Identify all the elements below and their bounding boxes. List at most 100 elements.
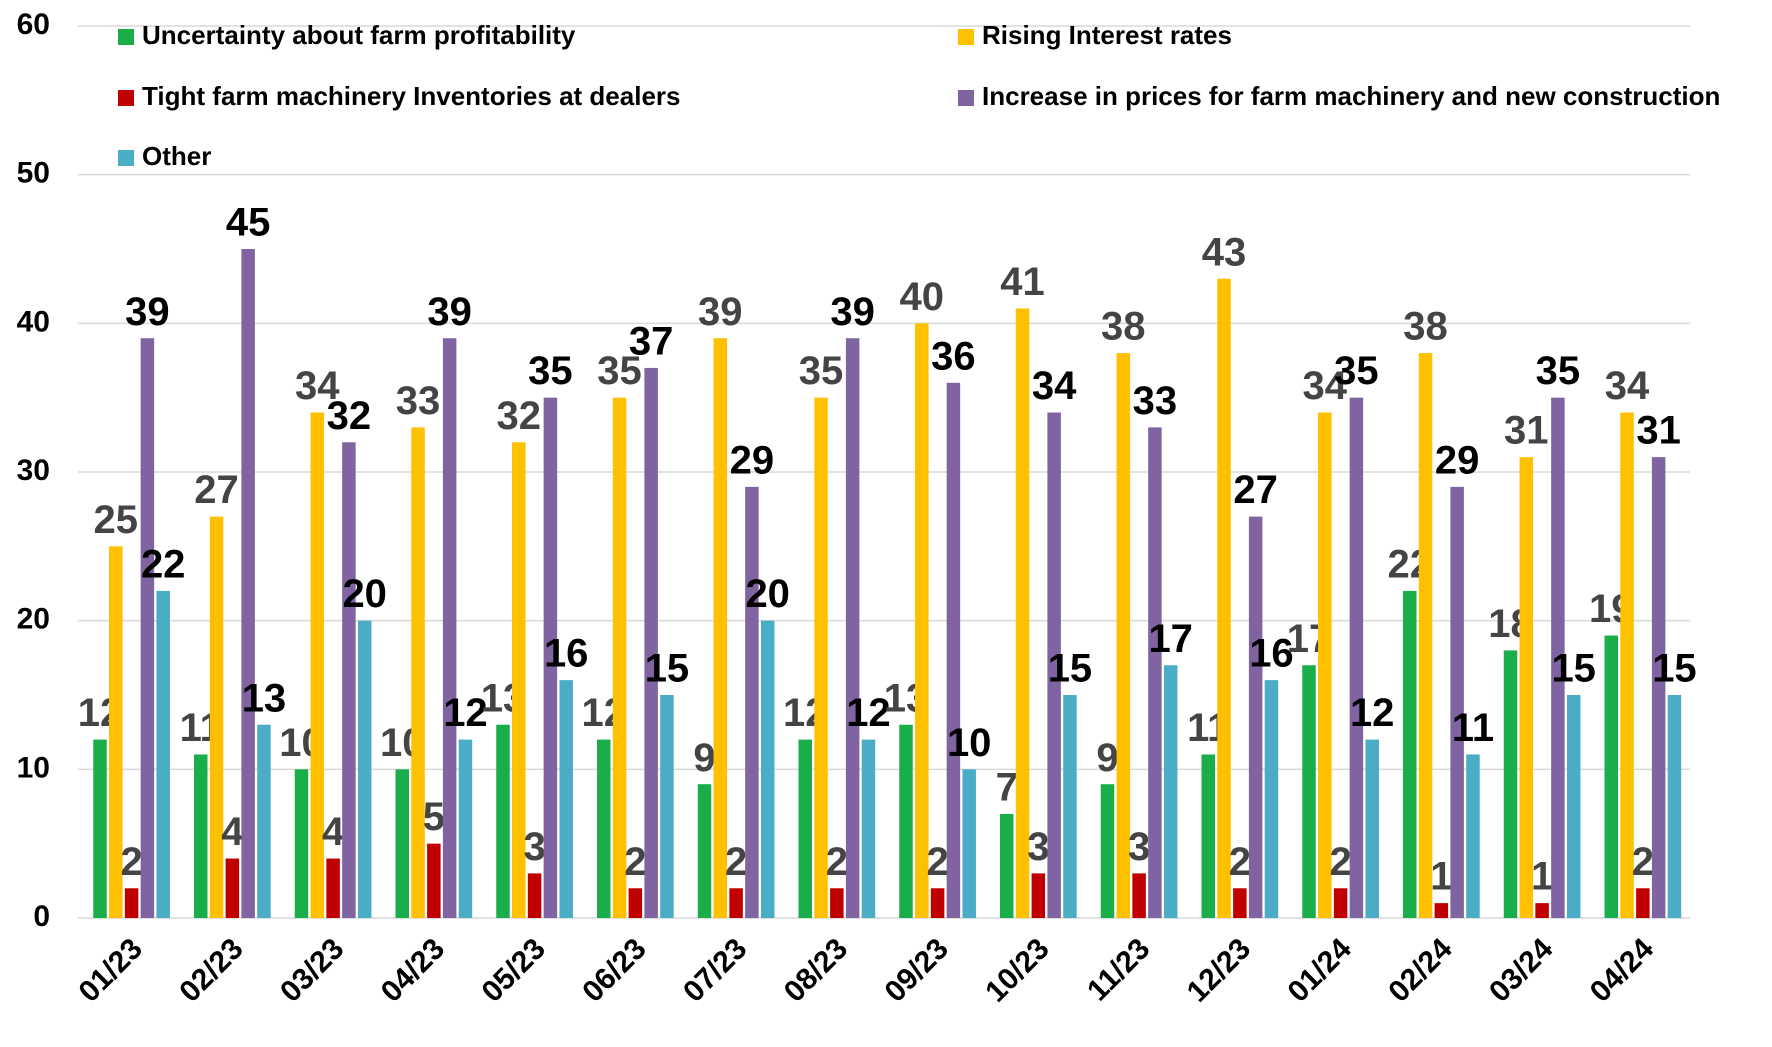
bar [257, 725, 271, 918]
value-label: 41 [1000, 260, 1045, 304]
x-tick-label: 08/23 [778, 932, 854, 1008]
bar [396, 769, 410, 918]
bar [830, 888, 844, 918]
bar [644, 368, 658, 918]
value-label: 36 [931, 334, 976, 378]
value-label: 22 [141, 542, 186, 586]
bar [358, 621, 372, 918]
legend-label: Uncertainty about farm profitability [142, 20, 576, 50]
bar [1101, 784, 1115, 918]
value-label: 7 [996, 765, 1018, 809]
value-label: 20 [342, 572, 387, 616]
bar [427, 844, 441, 918]
bar [342, 442, 356, 918]
y-tick-label: 40 [17, 305, 50, 338]
value-label: 29 [1435, 438, 1480, 482]
bar [1668, 695, 1682, 918]
bar [210, 517, 224, 918]
value-label: 3 [523, 825, 545, 869]
bar [698, 784, 712, 918]
value-label: 29 [730, 438, 775, 482]
value-label: 45 [226, 201, 271, 245]
x-tick-label: 03/24 [1483, 932, 1560, 1009]
bar [1365, 740, 1379, 918]
value-label: 5 [423, 795, 445, 839]
bar [459, 740, 473, 918]
x-tick-label: 02/24 [1382, 932, 1459, 1009]
x-tick-label: 02/23 [173, 932, 249, 1008]
bar [125, 888, 139, 918]
bar [93, 740, 107, 918]
value-label: 9 [1096, 736, 1118, 780]
value-label: 38 [1403, 305, 1448, 349]
bar [1350, 398, 1364, 918]
value-label: 2 [725, 840, 747, 884]
value-label: 39 [830, 290, 875, 334]
value-label: 37 [629, 319, 674, 363]
value-label: 39 [125, 290, 170, 334]
bar [915, 323, 929, 918]
bar [962, 769, 976, 918]
y-tick-label: 10 [17, 751, 50, 784]
value-label: 1 [1430, 855, 1452, 899]
y-tick-label: 0 [33, 900, 50, 933]
value-label: 13 [242, 676, 287, 720]
value-label: 20 [745, 572, 790, 616]
legend-label: Other [142, 141, 211, 171]
value-label: 35 [1334, 349, 1379, 393]
legend-swatch [118, 90, 134, 106]
bar [1435, 903, 1449, 918]
value-label: 27 [194, 468, 239, 512]
bar [629, 888, 643, 918]
value-label: 25 [94, 498, 139, 542]
x-tick-label: 05/23 [476, 932, 552, 1008]
bar [443, 338, 457, 918]
bar [761, 621, 775, 918]
legend-label: Tight farm machinery Inventories at deal… [142, 81, 680, 111]
value-label: 2 [826, 840, 848, 884]
value-label: 2 [1229, 840, 1251, 884]
legend-swatch [958, 90, 974, 106]
y-tick-label: 60 [17, 8, 50, 41]
bar [1217, 279, 1231, 918]
value-label: 4 [322, 810, 345, 854]
value-label: 35 [799, 349, 844, 393]
bar [1605, 636, 1619, 918]
bar [1148, 427, 1162, 918]
bar [295, 769, 309, 918]
value-label: 15 [1652, 647, 1697, 691]
value-label: 15 [1551, 647, 1596, 691]
value-label: 16 [544, 632, 589, 676]
bar [241, 249, 255, 918]
legend-swatch [118, 150, 134, 166]
legend-label: Increase in prices for farm machinery an… [982, 81, 1720, 111]
bar [1132, 873, 1146, 918]
bar [1567, 695, 1581, 918]
value-label: 31 [1504, 409, 1549, 453]
value-label: 35 [1536, 349, 1581, 393]
bar [1063, 695, 1077, 918]
bar [862, 740, 876, 918]
x-tick-label: 04/24 [1584, 932, 1661, 1009]
bar [226, 859, 240, 918]
bar [1233, 888, 1247, 918]
bar [1419, 353, 1433, 918]
value-label: 38 [1101, 305, 1146, 349]
bar [714, 338, 728, 918]
value-label: 32 [327, 394, 372, 438]
bar [1164, 665, 1178, 918]
x-tick-label: 11/23 [1081, 932, 1156, 1007]
bar [1504, 650, 1518, 918]
legend-label: Rising Interest rates [982, 20, 1232, 50]
x-tick-label: 07/23 [677, 932, 753, 1008]
bar [411, 427, 425, 918]
value-label: 3 [1027, 825, 1049, 869]
bar [899, 725, 913, 918]
value-label: 39 [698, 290, 743, 334]
value-label: 39 [427, 290, 472, 334]
value-label: 17 [1148, 617, 1193, 661]
value-label: 33 [1133, 379, 1178, 423]
chart: 010203040506012252392201/2311274451302/2… [0, 0, 1772, 1047]
bar [1636, 888, 1650, 918]
x-tick-label: 10/23 [979, 932, 1055, 1008]
